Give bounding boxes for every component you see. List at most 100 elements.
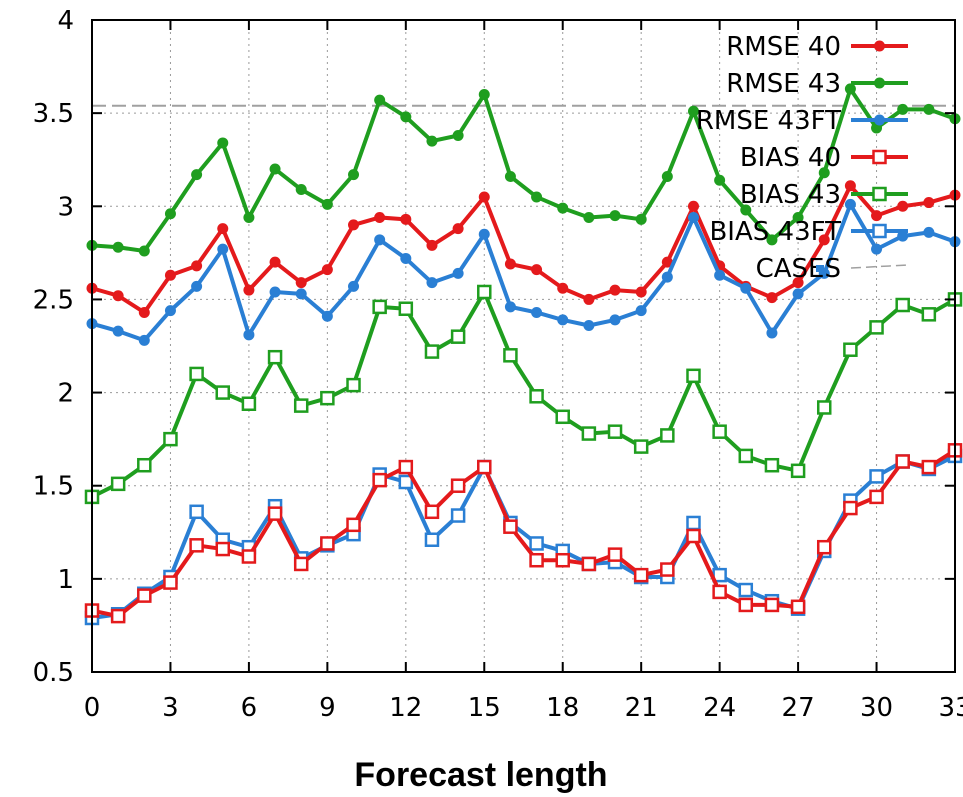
y-tick-label: 1 — [57, 565, 74, 595]
point-rmse-43ft — [897, 230, 909, 242]
legend: RMSE 40 RMSE 43 RMSE 43FT BIAS 40 BIAS 43 BIA… — [696, 32, 909, 284]
point-rmse-40 — [191, 260, 203, 272]
point-rmse-43 — [714, 174, 726, 186]
point-bias-43 — [424, 344, 440, 359]
point-rmse-43ft — [766, 327, 778, 339]
point-bias-40 — [895, 454, 910, 469]
series-bias-43 — [84, 284, 963, 505]
plot-border — [91, 19, 956, 673]
point-bias-40 — [712, 584, 727, 600]
point-bias-43 — [555, 409, 570, 425]
point-rmse-40 — [897, 200, 909, 212]
point-rmse-43ft — [295, 288, 307, 300]
x-tick-label: 6 — [241, 693, 258, 723]
point-rmse-43ft — [687, 211, 699, 223]
series-bias-40 — [84, 443, 963, 624]
x-tick-label: 3 — [162, 693, 179, 723]
point-rmse-43 — [191, 169, 203, 181]
point-bias-40 — [477, 459, 492, 475]
legend-swatch-marker — [872, 149, 887, 165]
point-rmse-40 — [452, 223, 464, 235]
point-bias-43 — [790, 463, 806, 479]
point-bias-43ft — [424, 532, 440, 547]
point-rmse-43ft — [400, 252, 412, 264]
point-rmse-43ft — [269, 286, 281, 298]
point-bias-43 — [738, 448, 754, 464]
point-rmse-43ft — [792, 288, 804, 300]
point-rmse-43ft — [243, 329, 255, 341]
point-rmse-40 — [557, 282, 569, 294]
point-rmse-40 — [269, 256, 281, 268]
point-bias-43 — [320, 390, 335, 406]
legend-swatch-marker — [874, 40, 885, 52]
point-rmse-43ft — [714, 269, 726, 281]
legend-swatch-marker — [816, 265, 824, 272]
point-rmse-43 — [321, 198, 333, 210]
point-rmse-40 — [478, 191, 490, 203]
legend-swatch-marker — [874, 114, 885, 126]
legend-label: RMSE 43FT — [696, 106, 841, 136]
point-rmse-43 — [818, 167, 830, 179]
point-rmse-43 — [504, 170, 516, 182]
point-rmse-40 — [871, 210, 883, 222]
series-layer — [84, 83, 963, 626]
legend-swatch-marker — [872, 186, 887, 202]
x-tick-label: 0 — [84, 693, 101, 723]
point-rmse-43 — [897, 103, 909, 115]
point-rmse-43ft — [321, 310, 333, 322]
point-rmse-43 — [243, 211, 255, 223]
x-tick-label: 27 — [782, 693, 815, 723]
point-bias-40 — [816, 539, 832, 555]
x-tick-label: 15 — [468, 693, 501, 723]
point-rmse-43 — [635, 213, 647, 225]
x-tick-label: 9 — [319, 693, 336, 723]
point-bias-43 — [163, 431, 178, 447]
legend-label: RMSE 43 — [726, 69, 841, 99]
legend-item-bias-43ft: BIAS 43FT — [709, 217, 908, 247]
point-rmse-40 — [609, 284, 621, 296]
x-tick-label: 21 — [625, 693, 658, 723]
x-tick-label: 24 — [703, 693, 736, 723]
point-bias-40 — [660, 562, 675, 577]
point-rmse-43 — [452, 129, 464, 141]
point-bias-43 — [477, 284, 492, 300]
point-rmse-40 — [504, 258, 516, 270]
point-rmse-43 — [112, 241, 124, 253]
legend-item-bias-40: BIAS 40 — [740, 143, 908, 173]
point-rmse-40 — [923, 197, 935, 209]
point-rmse-43ft — [452, 267, 464, 279]
legend-label: BIAS 43FT — [709, 217, 841, 247]
point-rmse-43ft — [871, 243, 883, 255]
point-rmse-43 — [661, 170, 673, 182]
point-bias-43ft — [869, 469, 884, 484]
point-bias-43 — [581, 426, 597, 441]
point-bias-40 — [607, 547, 623, 562]
point-bias-43ft — [529, 536, 544, 551]
point-rmse-43 — [269, 163, 281, 175]
point-bias-40 — [790, 599, 806, 615]
point-bias-40 — [869, 489, 884, 505]
point-bias-40 — [215, 541, 231, 557]
point-rmse-43ft — [609, 314, 621, 326]
point-bias-43 — [895, 297, 910, 313]
series-line-rmse-43ft — [91, 202, 956, 343]
point-rmse-40 — [426, 239, 438, 251]
legend-item-rmse-43: RMSE 43 — [726, 69, 908, 99]
y-tick-label: 2.5 — [33, 285, 74, 315]
point-rmse-43ft — [635, 305, 647, 317]
point-bias-43 — [398, 301, 414, 316]
point-rmse-40 — [138, 306, 150, 318]
point-bias-43 — [241, 396, 257, 411]
y-tick-label: 3.5 — [33, 99, 74, 129]
point-bias-40 — [633, 567, 649, 583]
point-rmse-43 — [740, 204, 752, 216]
point-rmse-43 — [217, 137, 229, 149]
point-bias-43 — [660, 428, 675, 443]
point-rmse-40 — [583, 293, 595, 305]
point-rmse-40 — [687, 200, 699, 212]
y-tick-label: 2 — [57, 379, 74, 409]
point-bias-40 — [346, 517, 361, 533]
point-rmse-43ft — [661, 271, 673, 283]
axis-ticks — [91, 19, 956, 673]
